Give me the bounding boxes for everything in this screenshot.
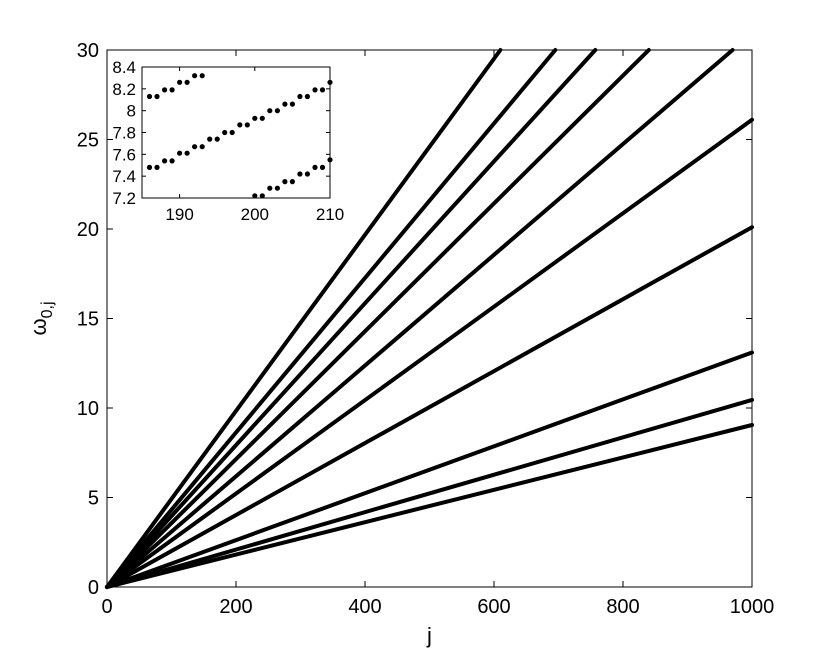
inset-point [162,87,168,93]
inset-point [222,129,228,136]
inset-point [237,122,243,128]
inset-point [199,73,205,79]
inset-point [274,185,280,191]
inset-point [177,150,183,156]
inset-point [312,87,318,93]
inset-y-tick-label: 7.6 [112,145,136,164]
inset-point [184,79,190,85]
inset-point [192,73,198,79]
inset-y-tick-label: 8.4 [112,58,136,77]
inset-point [162,158,168,164]
y-tick-label: 10 [77,398,99,420]
inset-point [319,164,326,170]
inset-point [154,164,160,170]
inset-point [244,122,250,128]
inset-point [169,87,175,93]
series-line-1 [105,48,503,589]
y-tick-label: 15 [77,309,99,331]
inset-point [312,164,318,170]
x-tick-label: 800 [606,596,639,618]
inset-point [297,93,303,100]
inset-point [289,101,295,107]
series-line-6 [105,117,754,589]
inset-point [327,79,333,85]
y-axis-label: ω0,j [26,301,56,335]
inset-point [319,87,326,93]
inset-point [259,115,265,121]
inset-point [327,157,333,163]
series-line-10 [105,423,754,589]
x-tick-label: 400 [348,596,381,618]
series-line-3 [105,48,598,589]
inset-point [259,193,265,199]
series-line-4 [105,48,651,589]
inset-point [267,185,273,191]
y-axis-label-subscript: 0,j [39,301,56,318]
inset-x-tick-label: 210 [316,205,344,224]
inset-point [214,136,220,142]
y-tick-label: 0 [88,577,99,599]
inset-y-tick-label: 7.4 [112,167,136,186]
inset-y-tick-label: 8.2 [112,80,136,99]
inset-point [304,171,310,177]
inset-point [154,93,160,100]
series-line-9 [105,397,754,589]
x-tick-label: 600 [477,596,510,618]
inset-y-tick-label: 7.2 [112,189,136,208]
inset-point [282,179,288,185]
inset-point [297,171,303,177]
inset-point [169,158,175,164]
series-line-2 [105,48,558,589]
x-tick-label: 0 [101,596,112,618]
inset-y-tick-label: 8 [127,102,136,121]
y-axis-label-main: ω [26,318,51,335]
inset-point [282,101,288,107]
inset-y-tick-label: 7.8 [112,124,136,143]
y-tick-label: 25 [77,130,99,152]
main-ticks: 0 200 400 600 800 1000 0 5 10 15 20 25 30 [77,40,775,618]
y-tick-label: 30 [77,40,99,62]
inset-point [267,108,273,114]
inset-point [192,144,198,150]
inset-point [229,129,235,136]
inset-plot: 190 200 210 7.2 7.4 7.6 7.8 8 8.2 8.4 [112,58,344,224]
inset-point [146,164,153,170]
inset-point [289,179,295,185]
series-line-5 [105,48,735,589]
inset-point [252,115,258,121]
x-axis-label: j [426,623,432,648]
x-tick-label: 1000 [730,596,775,618]
series-line-8 [105,350,754,589]
inset-point [207,136,213,142]
inset-point [177,79,183,85]
inset-point [199,144,205,150]
y-tick-label: 5 [88,488,99,510]
inset-x-tick-label: 190 [165,205,193,224]
y-tick-label: 20 [77,219,99,241]
inset-x-tick-label: 200 [241,205,269,224]
x-tick-label: 200 [219,596,252,618]
inset-frame [141,66,331,199]
series-line-7 [105,225,754,589]
inset-point [274,108,280,114]
inset-point [304,93,310,100]
inset-point [146,93,153,100]
inset-point [184,150,190,156]
